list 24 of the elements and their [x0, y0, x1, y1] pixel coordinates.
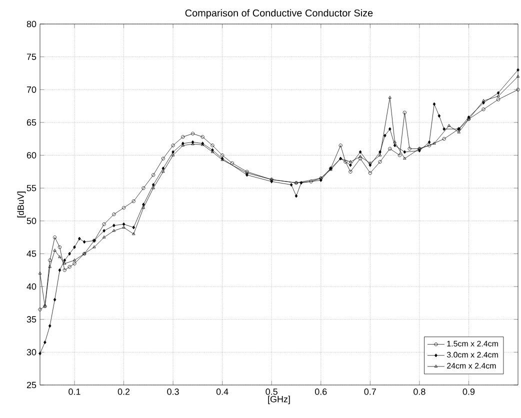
y-tick-label: 25 — [26, 382, 36, 388]
x-tick-label: 0.4 — [216, 388, 228, 395]
x-axis-title: [GHz] — [268, 396, 290, 404]
y-tick-label: 60 — [26, 152, 36, 158]
x-tick-label: 0.9 — [462, 388, 475, 395]
x-tick-label: 0.5 — [266, 388, 278, 395]
y-tick-label: 40 — [26, 283, 36, 290]
x-tick-label: 0.2 — [118, 388, 130, 395]
y-tick-label: 65 — [26, 119, 36, 126]
chart-title: Comparison of Conductive Conductor Size — [185, 9, 373, 18]
y-tick-label: 70 — [26, 86, 36, 93]
y-tick-label: 35 — [26, 316, 36, 323]
y-tick-label: 50 — [26, 218, 36, 224]
y-tick-label: 80 — [26, 20, 36, 28]
y-tick-label: 75 — [26, 54, 36, 60]
x-tick-label: 0.1 — [68, 388, 80, 395]
x-tick-label: 0.7 — [364, 388, 376, 395]
y-tick-label: 55 — [26, 184, 36, 192]
y-tick-label: 45 — [26, 250, 36, 257]
x-tick-label: 0.6 — [315, 388, 327, 395]
x-tick-label: 0.8 — [414, 388, 426, 395]
y-tick-label: 30 — [26, 349, 36, 356]
x-tick-label: 0.3 — [167, 388, 179, 395]
y-axis-title: [dBuV] — [17, 192, 26, 218]
